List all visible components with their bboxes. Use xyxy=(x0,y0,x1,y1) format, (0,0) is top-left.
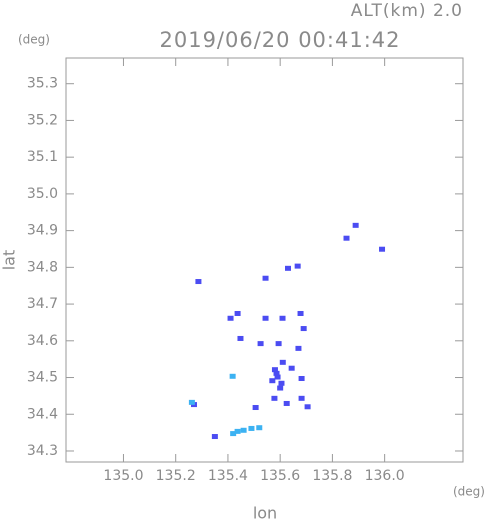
y-axis-label: lat xyxy=(0,250,19,271)
echo-point xyxy=(188,399,195,405)
echo-point xyxy=(283,400,290,406)
y-tick-label: 34.9 xyxy=(27,223,58,239)
x-tick-label: 135.0 xyxy=(103,468,143,484)
y-tick-label: 34.6 xyxy=(27,333,58,349)
x-tick-label: 135.4 xyxy=(208,468,248,484)
y-tick-label: 35.2 xyxy=(27,112,58,128)
echo-point xyxy=(237,335,244,341)
y-tick-label: 35.3 xyxy=(27,76,58,92)
y-unit: (deg) xyxy=(18,33,50,47)
y-tick-label: 34.5 xyxy=(27,370,58,386)
x-tick-label: 135.2 xyxy=(156,468,196,484)
y-tick-label: 34.3 xyxy=(27,443,58,459)
echo-point xyxy=(352,222,359,228)
echo-point xyxy=(304,404,311,410)
altitude-label: ALT(km) 2.0 xyxy=(351,1,463,21)
y-tick-label: 34.4 xyxy=(27,406,58,422)
echo-point xyxy=(227,315,234,321)
x-tick-label: 135.8 xyxy=(312,468,352,484)
echo-point xyxy=(273,370,280,376)
echo-point xyxy=(252,405,259,411)
x-tick-label: 135.6 xyxy=(260,468,300,484)
y-tick-label: 35.1 xyxy=(27,149,58,165)
echo-point xyxy=(295,345,302,351)
echo-point xyxy=(278,380,285,386)
echo-point xyxy=(298,395,305,401)
echo-point xyxy=(277,385,284,391)
echo-point xyxy=(285,265,292,271)
plot-frame xyxy=(65,57,464,463)
echo-point xyxy=(279,359,286,365)
echo-point xyxy=(240,427,247,433)
x-axis-label: lon xyxy=(253,504,277,521)
echo-point xyxy=(256,425,263,431)
echo-point xyxy=(248,425,255,431)
echo-point xyxy=(379,246,386,252)
echo-point xyxy=(195,279,202,285)
y-tick-label: 34.8 xyxy=(27,259,58,275)
echo-point xyxy=(234,428,241,434)
y-tick-label: 34.7 xyxy=(27,296,58,312)
echo-point xyxy=(271,367,278,373)
y-tick-label: 35.0 xyxy=(27,186,58,202)
echo-point xyxy=(279,315,286,321)
echo-point xyxy=(298,375,305,381)
echo-point xyxy=(262,315,269,321)
echo-point xyxy=(271,395,278,401)
echo-point xyxy=(297,310,304,316)
echo-point xyxy=(257,341,264,347)
x-tick-label: 136.0 xyxy=(365,468,405,484)
echo-point xyxy=(229,373,236,379)
echo-point xyxy=(234,310,241,316)
echo-point xyxy=(300,326,307,332)
echo-point xyxy=(269,378,276,384)
echo-point xyxy=(274,374,281,380)
echo-point xyxy=(294,263,301,269)
echo-point xyxy=(230,431,237,437)
x-unit: (deg) xyxy=(453,485,485,499)
echo-point xyxy=(343,235,350,241)
chart-title: 2019/06/20 00:41:42 xyxy=(159,28,400,52)
echo-point xyxy=(288,365,295,371)
echo-point xyxy=(211,434,218,440)
echo-point xyxy=(275,341,282,347)
echo-point xyxy=(262,275,269,281)
